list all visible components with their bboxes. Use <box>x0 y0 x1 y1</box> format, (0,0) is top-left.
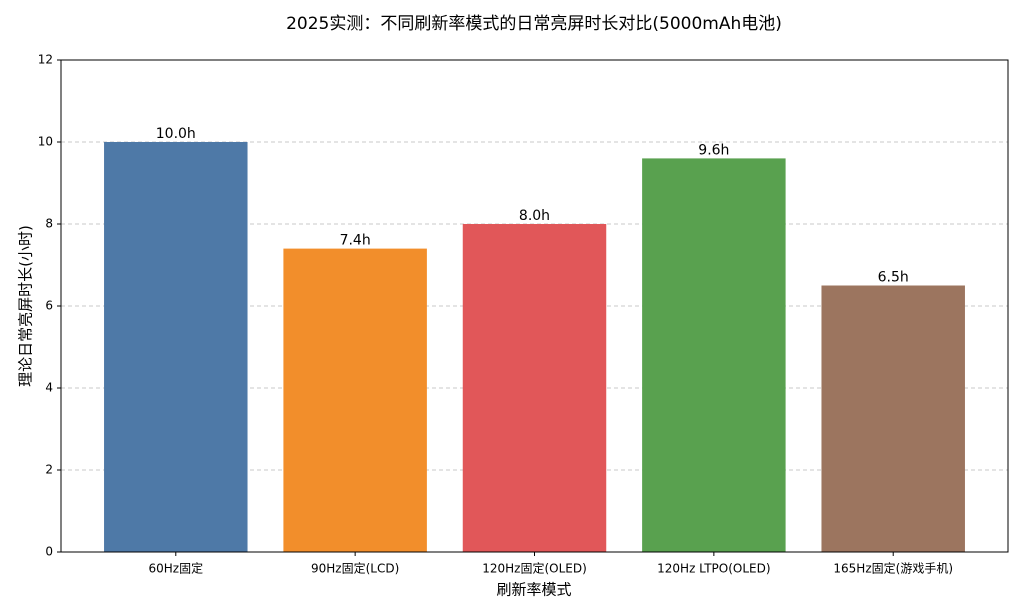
x-tick-label: 165Hz固定(游戏手机) <box>833 561 953 576</box>
value-label: 6.5h <box>878 270 909 286</box>
value-label: 9.6h <box>698 142 729 158</box>
x-tick-label: 120Hz固定(OLED) <box>482 561 587 576</box>
y-tick-label: 8 <box>45 217 53 231</box>
chart-title: 2025实测：不同刷新率模式的日常亮屏时长对比(5000mAh电池) <box>286 14 782 34</box>
y-tick-label: 10 <box>38 135 53 149</box>
y-tick-label: 6 <box>45 299 53 313</box>
y-axis-label: 理论日常亮屏时长(小时) <box>17 225 35 387</box>
bar <box>462 224 607 552</box>
y-tick-label: 12 <box>38 53 53 67</box>
value-label: 8.0h <box>519 208 550 224</box>
x-tick-label: 60Hz固定 <box>148 561 203 576</box>
bar <box>104 142 248 552</box>
bar <box>821 285 965 552</box>
value-label: 7.4h <box>340 233 371 249</box>
x-tick-label: 90Hz固定(LCD) <box>311 561 399 576</box>
y-tick-label: 0 <box>45 545 53 559</box>
value-label: 10.0h <box>156 126 196 142</box>
x-tick-label: 120Hz LTPO(OLED) <box>657 562 770 576</box>
y-tick-label: 2 <box>45 463 53 477</box>
x-axis-label: 刷新率模式 <box>496 581 571 599</box>
bar <box>642 158 786 552</box>
bar <box>283 248 427 552</box>
plot-frame <box>60 59 1009 553</box>
y-tick-label: 4 <box>45 381 53 395</box>
